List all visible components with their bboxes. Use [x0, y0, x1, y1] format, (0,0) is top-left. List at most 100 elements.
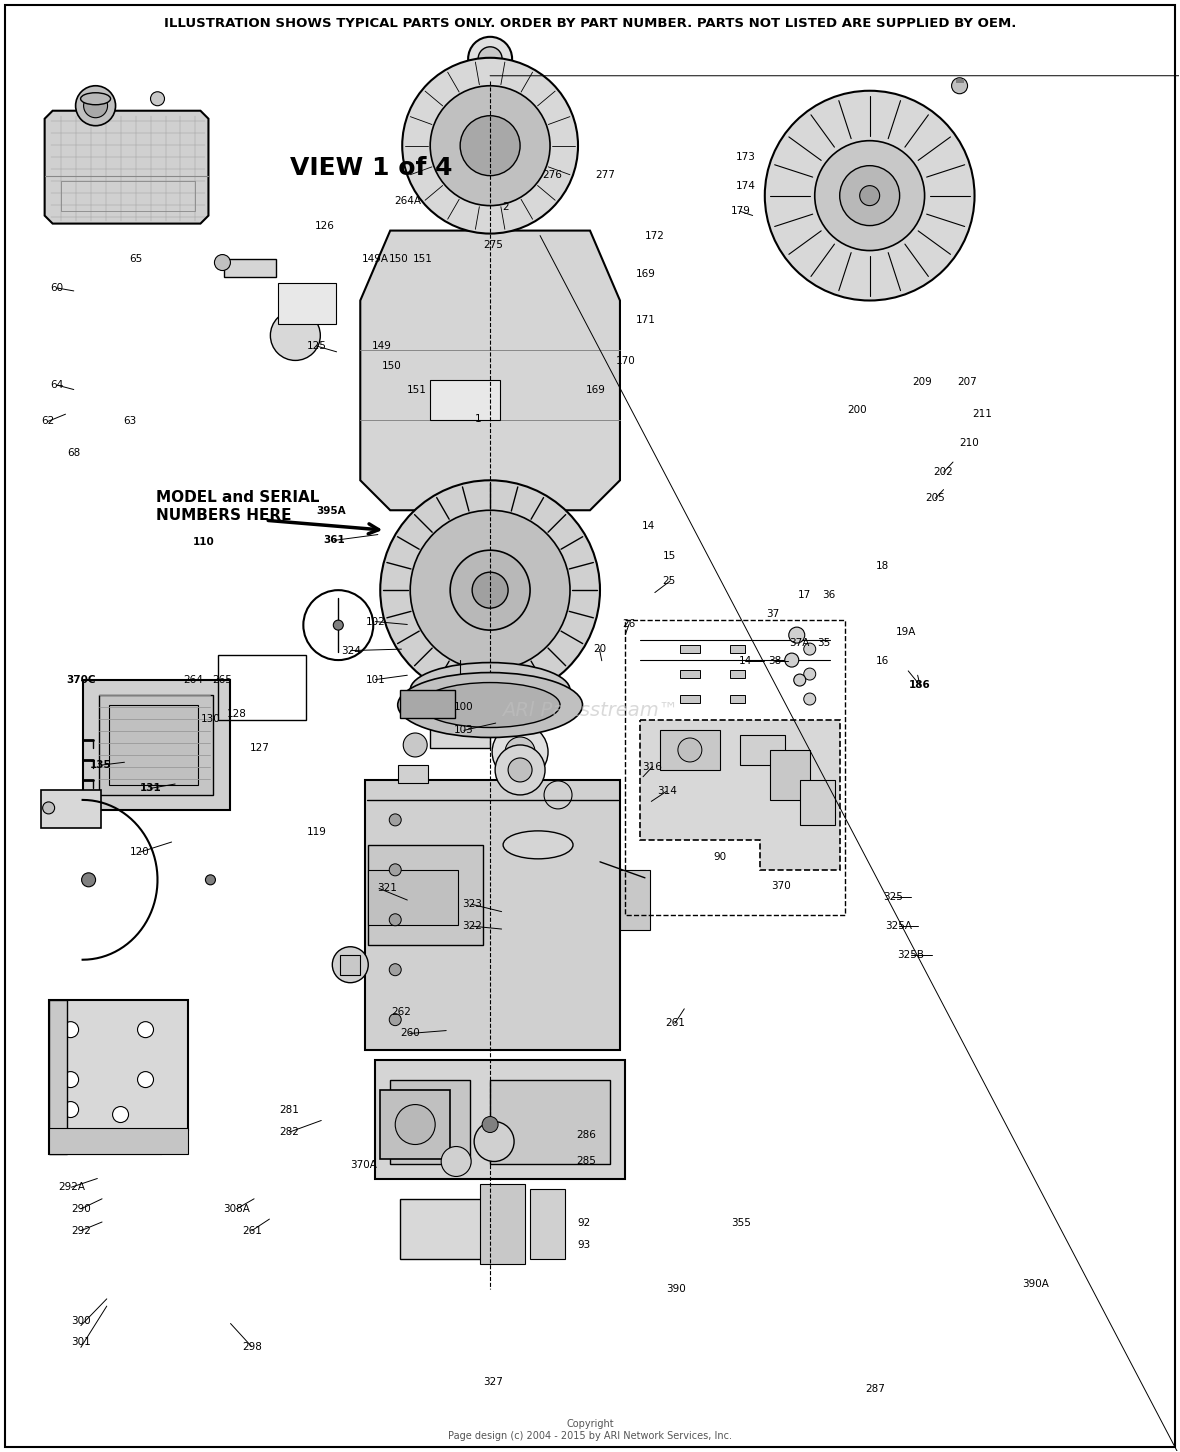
Text: 324: 324: [341, 646, 361, 656]
Text: 314: 314: [657, 787, 676, 796]
Circle shape: [468, 36, 512, 81]
Circle shape: [496, 745, 545, 794]
Circle shape: [270, 311, 320, 360]
Text: 174: 174: [735, 182, 755, 192]
Text: 395A: 395A: [316, 507, 346, 517]
Circle shape: [474, 1121, 514, 1162]
Circle shape: [505, 738, 535, 767]
Ellipse shape: [503, 831, 573, 858]
Ellipse shape: [398, 672, 583, 738]
Bar: [740, 735, 785, 765]
Text: 265: 265: [212, 675, 232, 684]
Circle shape: [63, 1072, 79, 1088]
Text: 20: 20: [592, 645, 607, 655]
Text: 325: 325: [883, 892, 903, 902]
Text: 355: 355: [730, 1218, 750, 1228]
Bar: [956, 78, 964, 83]
Bar: [278, 283, 336, 324]
Circle shape: [785, 653, 799, 666]
Text: 35: 35: [817, 639, 830, 649]
Bar: [60, 180, 196, 211]
Text: 15: 15: [662, 552, 676, 562]
Text: 26: 26: [622, 620, 636, 630]
Circle shape: [389, 864, 401, 876]
Text: 281: 281: [280, 1105, 300, 1115]
Text: 150: 150: [389, 254, 409, 264]
Text: 282: 282: [280, 1127, 300, 1137]
Text: 63: 63: [124, 417, 137, 427]
Text: 38: 38: [768, 656, 781, 665]
Text: 169: 169: [636, 269, 655, 279]
Text: 68: 68: [67, 449, 80, 459]
Text: 290: 290: [71, 1204, 91, 1214]
Bar: [218, 655, 307, 720]
Bar: [680, 696, 700, 703]
Text: 14: 14: [642, 521, 656, 531]
Text: 261: 261: [664, 1018, 684, 1028]
Text: 102: 102: [366, 617, 386, 627]
Circle shape: [205, 874, 216, 884]
Text: 292A: 292A: [58, 1182, 85, 1192]
Text: 130: 130: [201, 714, 221, 723]
Text: 264: 264: [183, 675, 203, 684]
Circle shape: [63, 1022, 79, 1038]
Text: 287: 287: [865, 1384, 885, 1394]
Circle shape: [112, 1106, 129, 1122]
Bar: [340, 955, 360, 974]
Text: 127: 127: [250, 743, 270, 752]
Text: 209: 209: [912, 378, 932, 388]
Text: 361: 361: [323, 536, 345, 546]
Text: 150: 150: [382, 362, 402, 372]
Text: 62: 62: [41, 417, 54, 427]
Polygon shape: [640, 720, 840, 870]
Bar: [380, 1089, 450, 1160]
Text: 173: 173: [735, 152, 755, 163]
Text: 210: 210: [959, 439, 979, 449]
Text: 260: 260: [400, 1028, 420, 1038]
Text: 316: 316: [643, 762, 662, 771]
Text: 205: 205: [925, 494, 945, 504]
Circle shape: [389, 913, 401, 926]
Circle shape: [814, 141, 925, 251]
Bar: [375, 1060, 625, 1179]
Text: ILLUSTRATION SHOWS TYPICAL PARTS ONLY. ORDER BY PART NUMBER. PARTS NOT LISTED AR: ILLUSTRATION SHOWS TYPICAL PARTS ONLY. O…: [164, 17, 1016, 30]
Circle shape: [389, 964, 401, 976]
Text: 101: 101: [366, 675, 386, 684]
Circle shape: [411, 510, 570, 669]
Text: 126: 126: [315, 221, 335, 231]
Circle shape: [840, 166, 899, 225]
Text: 128: 128: [227, 710, 247, 719]
Text: 90: 90: [713, 851, 726, 861]
Text: 149A: 149A: [362, 254, 389, 264]
Circle shape: [450, 550, 530, 630]
Text: 261: 261: [242, 1225, 262, 1236]
Text: 120: 120: [130, 847, 150, 857]
Text: 286: 286: [577, 1130, 596, 1140]
Text: 100: 100: [454, 703, 473, 711]
Ellipse shape: [80, 93, 111, 105]
Text: 119: 119: [307, 826, 327, 836]
Text: 16: 16: [876, 656, 889, 665]
Circle shape: [389, 1013, 401, 1025]
Circle shape: [804, 693, 815, 706]
Circle shape: [472, 572, 509, 608]
Circle shape: [951, 78, 968, 94]
Circle shape: [431, 86, 550, 206]
Text: 308A: 308A: [223, 1204, 250, 1214]
Text: 321: 321: [378, 883, 398, 893]
Bar: [109, 706, 198, 786]
Circle shape: [765, 90, 975, 301]
Circle shape: [509, 758, 532, 783]
Text: 262: 262: [392, 1006, 412, 1016]
Text: 36: 36: [822, 591, 835, 601]
Text: 65: 65: [130, 254, 143, 264]
Bar: [368, 870, 458, 925]
Circle shape: [333, 620, 343, 630]
Text: 323: 323: [463, 899, 483, 909]
Polygon shape: [360, 231, 620, 510]
Bar: [224, 258, 276, 276]
Polygon shape: [45, 110, 209, 224]
Bar: [660, 730, 720, 770]
Circle shape: [84, 94, 107, 118]
Circle shape: [42, 802, 54, 815]
